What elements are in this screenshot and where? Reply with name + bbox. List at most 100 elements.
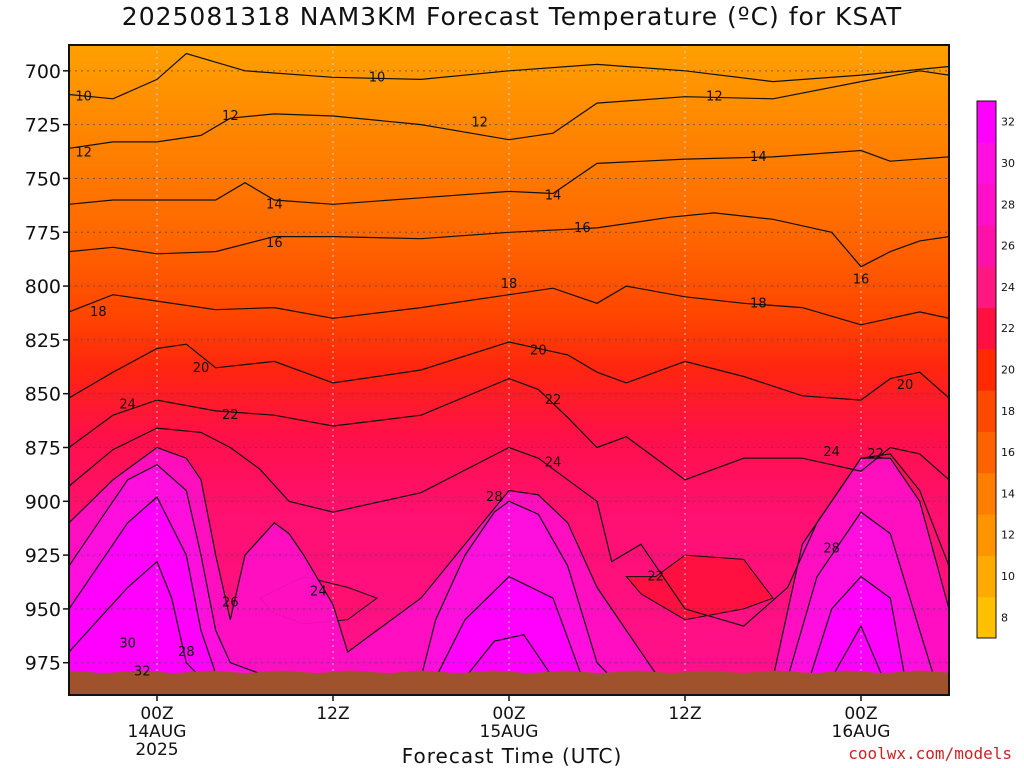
warm-pocket-22	[625, 554, 774, 621]
isotherm-18	[69, 285, 949, 326]
colorbar-tick-label: 24	[1001, 281, 1015, 294]
colorbar-tick-label: 10	[1001, 570, 1015, 583]
colorbar-segment	[977, 142, 996, 185]
y-tick-label: 850	[25, 384, 61, 406]
isotherm-20	[69, 341, 949, 401]
contour-label: 28	[823, 542, 840, 557]
isotherm-32	[464, 634, 554, 679]
contour-label: 16	[853, 273, 870, 288]
x-axis-label: Forecast Time (UTC)	[401, 744, 623, 768]
colorbar-segment	[977, 431, 996, 474]
colorbar-tick-label: 18	[1001, 405, 1015, 418]
colorbar-tick-label: 28	[1001, 198, 1015, 211]
x-tick-label: 00Z	[140, 704, 173, 724]
contour-label: 24	[545, 456, 562, 471]
y-tick-label: 750	[25, 168, 61, 190]
contour-label: 12	[222, 109, 239, 124]
y-tick-label: 775	[25, 222, 61, 244]
contour-label: 22	[867, 447, 884, 462]
isotherms	[69, 52, 949, 679]
colorbar-segment	[977, 472, 996, 515]
x-tick-label: 00Z	[844, 704, 877, 724]
y-tick-label: 700	[25, 61, 61, 83]
isotherm-32	[69, 560, 202, 679]
contour-labels: 10 10 12 12 12 12 14 14 14 16 16 16 18 18 18 20 20 20 22 22…	[75, 70, 913, 679]
contour-label: 28	[486, 490, 503, 505]
y-tick-label: 725	[25, 115, 61, 137]
colorbar-tick-label: 22	[1001, 322, 1015, 335]
contour-label: 12	[706, 90, 723, 105]
contour-label: 22	[222, 408, 239, 423]
x-tick-label: 15AUG	[480, 722, 539, 742]
isotherm-30	[69, 496, 217, 674]
x-tick-label: 12Z	[668, 704, 701, 724]
contour-label: 20	[897, 378, 914, 393]
colorbar-tick-label: 12	[1001, 529, 1015, 542]
colorbar: 8 10 12 14 16 18 20 22 24 26 28 30 32	[976, 100, 1015, 639]
x-tick-label: 12Z	[316, 704, 349, 724]
isotherm-22	[69, 377, 949, 481]
colorbar-segment	[977, 183, 996, 226]
contour-label: 24	[310, 585, 327, 600]
contour-label: 10	[75, 90, 92, 105]
credit-text: coolwx.com/models	[848, 744, 1012, 763]
contour-label: 10	[369, 70, 386, 85]
y-tick-label: 800	[25, 276, 61, 298]
colorbar-segment	[977, 307, 996, 350]
y-axis: 700 725 750 775 800 825 850 875 900 925 950 975	[25, 61, 69, 675]
y-tick-label: 925	[25, 545, 61, 567]
isotherm-12	[69, 70, 949, 149]
colorbar-segment	[977, 390, 996, 432]
contour-label: 18	[90, 305, 107, 320]
colorbar-tick-label: 20	[1001, 364, 1015, 377]
contour-label: 26	[222, 595, 239, 610]
colorbar-tick-label: 8	[1001, 611, 1008, 624]
colorbar-segment	[977, 101, 996, 143]
isotherm-26	[69, 446, 657, 674]
x-tick-label: 14AUG	[128, 722, 187, 742]
terrain	[69, 670, 949, 695]
y-tick-label: 825	[25, 330, 61, 352]
contour-label: 14	[545, 189, 562, 204]
contour-label: 20	[193, 361, 210, 376]
grid	[69, 45, 949, 695]
contour-label: 16	[574, 221, 591, 236]
colorbar-tick-label: 26	[1001, 240, 1015, 253]
x-tick-label: 16AUG	[832, 722, 891, 742]
isotherm-30	[435, 575, 583, 679]
contour-label: 24	[823, 445, 840, 460]
isotherm-16	[69, 212, 949, 268]
isotherm-30	[809, 575, 906, 678]
isotherm-26	[772, 457, 949, 678]
colorbar-segment	[977, 514, 996, 556]
colorbar-tick-label: 30	[1001, 157, 1015, 170]
isotherm-28	[69, 463, 260, 675]
y-tick-label: 950	[25, 599, 61, 621]
colorbar-segment	[977, 348, 996, 391]
warm-dome-32	[69, 561, 201, 695]
contour-label: 20	[530, 344, 547, 359]
colorbar-segment	[977, 224, 996, 267]
contour-label: 14	[266, 197, 283, 212]
contour-label: 18	[501, 277, 518, 292]
contour-label: 30	[119, 636, 136, 651]
colorbar-segment	[977, 266, 996, 309]
colorbar-tick-label: 14	[1001, 487, 1015, 500]
isotherm-32	[831, 624, 884, 679]
x-tick-label: 00Z	[492, 704, 525, 724]
chart-title: 2025081318 NAM3KM Forecast Temperature (…	[121, 2, 903, 31]
contour-label: 12	[75, 146, 92, 161]
y-tick-label: 875	[25, 437, 61, 459]
contour-label: 22	[647, 570, 664, 585]
x-tick-label: 2025	[135, 740, 178, 760]
y-tick-label: 975	[25, 653, 61, 675]
isotherm-10	[69, 52, 949, 100]
colorbar-segment	[977, 555, 996, 598]
colorbar-frame	[976, 100, 997, 639]
contour-label: 28	[178, 645, 195, 660]
y-tick-label: 900	[25, 491, 61, 513]
isotherm-28	[787, 511, 935, 678]
isotherm-14	[69, 149, 949, 205]
